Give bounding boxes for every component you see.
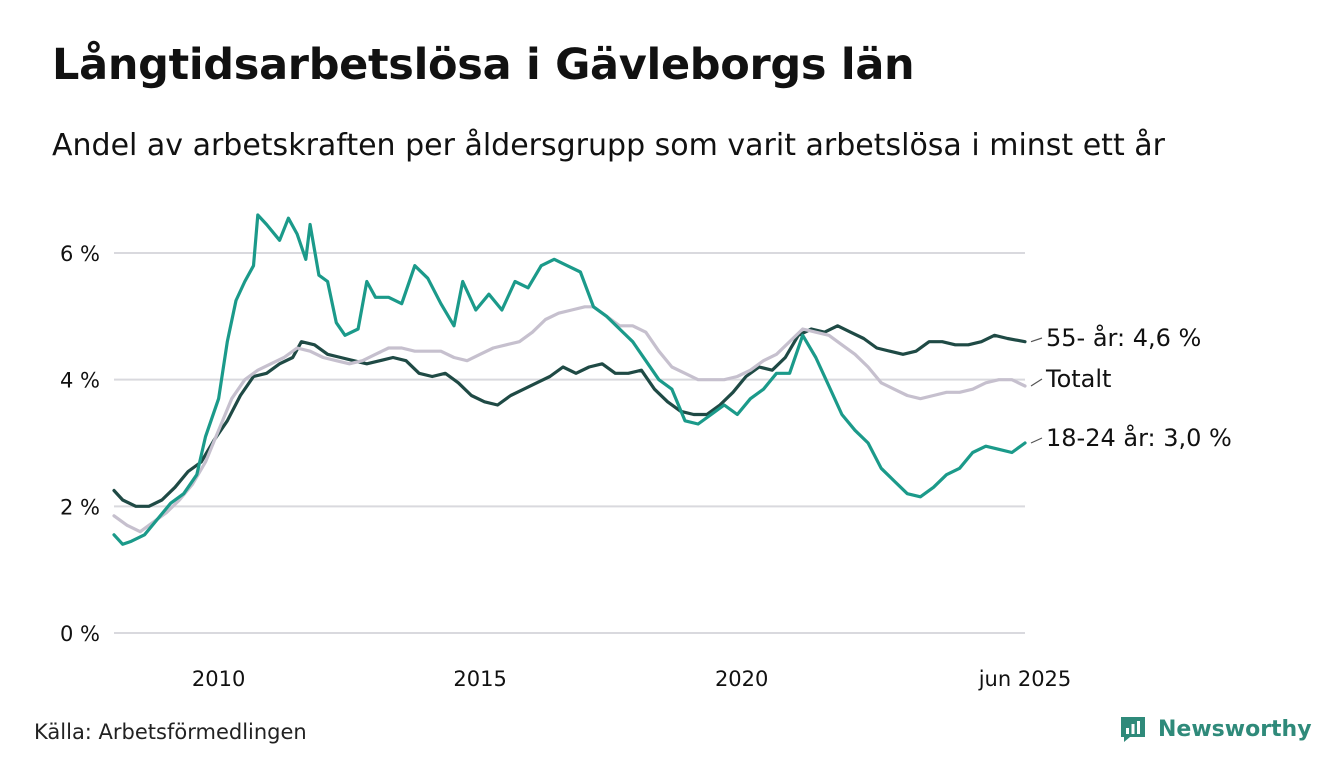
y-tick-label: 0 %: [60, 622, 100, 646]
series-line-1: [112, 305, 1027, 534]
brand-logo[interactable]: Newsworthy: [1118, 714, 1312, 744]
y-tick-label: 6 %: [60, 242, 100, 266]
line-chart: 0 % 2 % 4 % 6 % 2010 2015 2020 jun 2025 55- år…: [60, 213, 1232, 691]
series-end-labels: 55- år: 4,6 % Totalt 18-24 år: 3,0 %: [1030, 323, 1232, 452]
series-line-0: [112, 324, 1027, 508]
x-tick-label: 2020: [715, 667, 768, 691]
x-tick-label: jun 2025: [978, 667, 1072, 691]
series-end-label: 55- år: 4,6 %: [1046, 323, 1201, 352]
newsworthy-logo-icon: [1121, 717, 1145, 742]
source-note: Källa: Arbetsförmedlingen: [34, 720, 307, 744]
chart-subtitle: Andel av arbetskraften per åldersgrupp s…: [52, 128, 1165, 163]
y-gridlines: [114, 252, 1025, 634]
y-tick-label: 4 %: [60, 369, 100, 393]
x-tick-label: 2015: [453, 667, 506, 691]
brand-name: Newsworthy: [1158, 716, 1312, 742]
label-leader: [1030, 378, 1043, 387]
x-tick-label: 2010: [192, 667, 245, 691]
label-leader: [1030, 437, 1043, 444]
y-tick-label: 2 %: [60, 495, 100, 519]
series-line-2: [112, 213, 1027, 546]
series-end-label: Totalt: [1045, 365, 1111, 393]
series-lines: [112, 213, 1027, 546]
x-tick-labels: 2010 2015 2020 jun 2025: [192, 667, 1071, 691]
y-tick-labels: 0 % 2 % 4 % 6 %: [60, 242, 100, 646]
series-end-label: 18-24 år: 3,0 %: [1046, 423, 1232, 452]
label-leader: [1030, 337, 1043, 343]
chart-title: Långtidsarbetslösa i Gävleborgs län: [52, 40, 915, 90]
